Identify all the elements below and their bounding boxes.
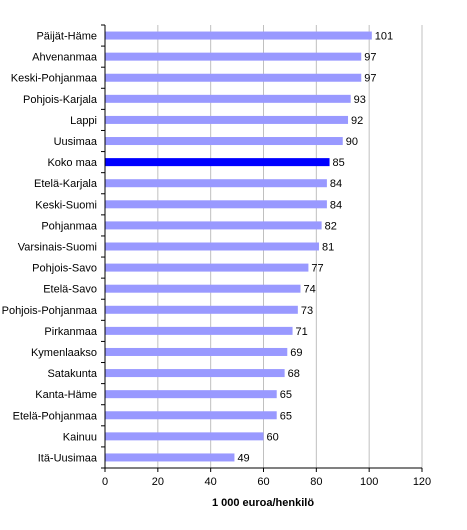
data-label: 90 [346, 136, 358, 148]
data-label: 77 [311, 263, 323, 275]
x-tick-label: 0 [102, 476, 108, 488]
data-label: 93 [354, 94, 366, 106]
bar [105, 137, 343, 146]
category-label: Ahvenanmaa [32, 52, 98, 64]
data-label: 82 [325, 220, 337, 232]
data-label: 65 [280, 410, 292, 422]
bar [105, 31, 372, 40]
bar [105, 242, 319, 251]
data-label: 71 [296, 326, 308, 338]
bar [105, 369, 285, 378]
category-label: Etelä-Savo [43, 284, 97, 296]
bar [105, 305, 298, 314]
category-label: Kanta-Häme [35, 389, 97, 401]
data-label: 49 [237, 452, 249, 464]
category-label: Uusimaa [54, 136, 98, 148]
bar [105, 73, 362, 82]
data-label: 97 [364, 73, 376, 85]
data-label: 73 [301, 305, 313, 317]
category-label: Pohjois-Karjala [23, 94, 98, 106]
x-tick-label: 120 [413, 476, 431, 488]
x-tick-label: 40 [205, 476, 217, 488]
bar [105, 115, 349, 124]
bar [105, 347, 288, 356]
category-label: Kainuu [63, 431, 97, 443]
category-label: Keski-Pohjanmaa [11, 73, 98, 85]
bar [105, 94, 351, 103]
category-label: Satakunta [47, 368, 97, 380]
bar [105, 432, 264, 441]
data-label: 97 [364, 52, 376, 64]
data-label: 65 [280, 389, 292, 401]
category-label: Keski-Suomi [35, 199, 97, 211]
bar [105, 453, 235, 462]
bar [105, 326, 293, 335]
data-label: 74 [303, 284, 315, 296]
category-label: Pohjois-Savo [32, 263, 97, 275]
bars [105, 31, 372, 462]
bar [105, 221, 322, 230]
data-label: 92 [351, 115, 363, 127]
category-label: Koko maa [47, 157, 97, 169]
x-axis-label: 1 000 euroa/henkilö [212, 497, 314, 509]
category-label: Etelä-Karjala [34, 178, 98, 190]
bar [105, 390, 277, 399]
data-label: 68 [288, 368, 300, 380]
category-label: Itä-Uusimaa [38, 452, 98, 464]
x-tick-label: 60 [257, 476, 269, 488]
category-label: Pohjanmaa [41, 220, 98, 232]
category-label: Pirkanmaa [44, 326, 97, 338]
data-label: 60 [267, 431, 279, 443]
bar [105, 284, 301, 293]
category-label: Päijät-Häme [36, 31, 97, 43]
bar [105, 200, 327, 209]
category-label: Etelä-Pohjanmaa [13, 410, 98, 422]
data-label: 69 [290, 347, 302, 359]
x-tick-label: 100 [360, 476, 378, 488]
category-label: Kymenlaakso [31, 347, 97, 359]
bar [105, 179, 327, 188]
data-label: 101 [375, 31, 393, 43]
data-label: 84 [330, 199, 342, 211]
axes [101, 24, 423, 472]
x-tick-label: 80 [310, 476, 322, 488]
category-label: Pohjois-Pohjanmaa [2, 305, 98, 317]
bar [105, 52, 362, 61]
category-label: Varsinais-Suomi [18, 242, 97, 254]
labels: Päijät-Häme 101 Ahvenanmaa 97 Keski-Pohjanma… [2, 31, 432, 488]
data-label: 84 [330, 178, 342, 190]
data-label: 85 [333, 157, 345, 169]
x-tick-label: 20 [152, 476, 164, 488]
bar [105, 158, 330, 167]
category-label: Lappi [70, 115, 97, 127]
bar [105, 411, 277, 420]
bar [105, 263, 309, 272]
data-label: 81 [322, 242, 334, 254]
